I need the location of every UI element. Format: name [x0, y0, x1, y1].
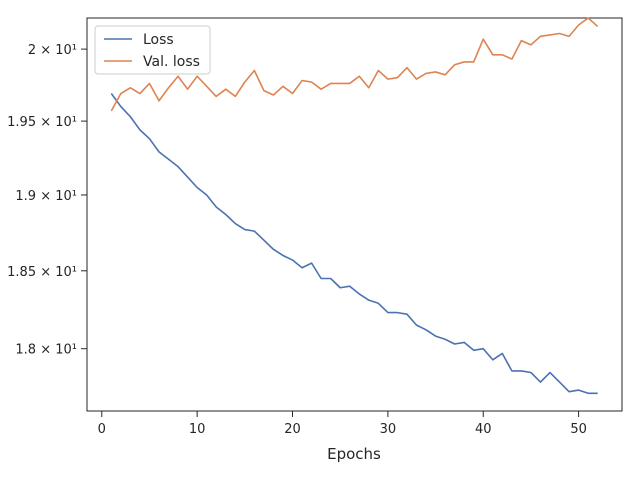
legend: Loss Val. loss [94, 25, 211, 75]
series-lines [110, 17, 599, 395]
series-line-val-loss [110, 17, 599, 112]
y-tick-label: 1.8 × 10¹ [15, 343, 77, 358]
y-tick-label: 1.9 × 10¹ [15, 189, 77, 204]
y-tick-label: 1.95 × 10¹ [7, 115, 77, 130]
x-tick-label: 10 [189, 422, 206, 437]
x-tick-label: 0 [98, 422, 106, 437]
x-tick-label: 50 [570, 422, 587, 437]
x-tick-label: 40 [475, 422, 492, 437]
x-tick-label: 20 [284, 422, 301, 437]
legend-box [94, 25, 211, 75]
x-axis-title: Epochs [327, 445, 381, 463]
plot-frame [86, 17, 623, 412]
x-axis: 0 10 20 30 40 50 [98, 411, 587, 437]
y-tick-label: 1.85 × 10¹ [7, 265, 77, 280]
x-tick-label: 30 [380, 422, 397, 437]
series-line-loss [110, 93, 598, 395]
legend-label-loss: Loss [143, 32, 174, 48]
legend-label-val-loss: Val. loss [143, 54, 200, 70]
y-axis: 1.8 × 10¹ 1.85 × 10¹ 1.9 × 10¹ 1.95 × 10¹ 2 … [7, 43, 87, 358]
y-tick-label: 2 × 10¹ [28, 43, 77, 58]
